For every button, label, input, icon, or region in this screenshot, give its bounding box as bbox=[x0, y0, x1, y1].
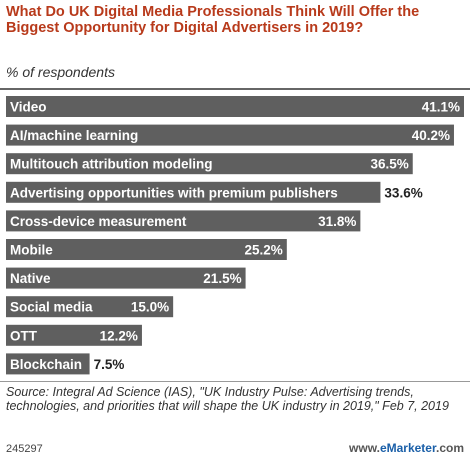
brand-name: eMarketer bbox=[379, 441, 436, 455]
value-label-advertising-opportunities-with-premium-publishers: 33.6% bbox=[384, 185, 422, 200]
value-label-native: 21.5% bbox=[203, 271, 241, 286]
bar-label-cross-device-measurement: Cross-device measurement bbox=[10, 214, 187, 229]
value-label-video: 41.1% bbox=[422, 100, 460, 115]
value-label-social-media: 15.0% bbox=[131, 300, 169, 315]
bar-cross-device-measurement bbox=[6, 210, 361, 232]
bar-label-advertising-opportunities-with-premium-publishers: Advertising opportunities with premium p… bbox=[10, 185, 338, 200]
bar-blockchain bbox=[6, 353, 90, 375]
value-label-multitouch-attribution-modeling: 36.5% bbox=[370, 157, 408, 172]
bar-label-multitouch-attribution-modeling: Multitouch attribution modeling bbox=[10, 157, 212, 172]
value-label-cross-device-measurement: 31.8% bbox=[318, 214, 356, 229]
brand-suffix: .com bbox=[435, 441, 464, 455]
value-label-ott: 12.2% bbox=[100, 328, 138, 343]
brand-prefix: www. bbox=[349, 441, 380, 455]
bar-native bbox=[6, 267, 246, 289]
bar-label-ott: OTT bbox=[10, 328, 38, 343]
chart-subtitle: % of respondents bbox=[6, 64, 115, 80]
bar-label-video: Video bbox=[10, 100, 47, 115]
bar-ai-machine-learning bbox=[6, 124, 454, 146]
chart-title: What Do UK Digital Media Professionals T… bbox=[6, 4, 420, 36]
bar-label-ai-machine-learning: AI/machine learning bbox=[10, 128, 138, 143]
bar-ott bbox=[6, 324, 142, 346]
chart-id: 245297 bbox=[6, 443, 43, 455]
bar-multitouch-attribution-modeling bbox=[6, 153, 413, 175]
bar-video bbox=[6, 96, 464, 117]
value-label-mobile: 25.2% bbox=[245, 243, 283, 258]
bar-social-media bbox=[6, 296, 174, 318]
source-note: Source: Integral Ad Science (IAS), "UK I… bbox=[6, 385, 449, 413]
bar-label-blockchain: Blockchain bbox=[10, 357, 82, 372]
bar-mobile bbox=[6, 239, 287, 260]
bar-label-native: Native bbox=[10, 271, 51, 286]
value-label-blockchain: 7.5% bbox=[94, 357, 125, 372]
bar-label-mobile: Mobile bbox=[10, 243, 53, 258]
brand-logo: www.eMarketer.com bbox=[349, 441, 464, 455]
top-divider bbox=[0, 88, 470, 90]
bar-advertising-opportunities-with-premium-publishers bbox=[6, 181, 381, 203]
bar-label-social-media: Social media bbox=[10, 300, 93, 315]
value-label-ai-machine-learning: 40.2% bbox=[412, 128, 450, 143]
bottom-divider bbox=[0, 381, 470, 382]
